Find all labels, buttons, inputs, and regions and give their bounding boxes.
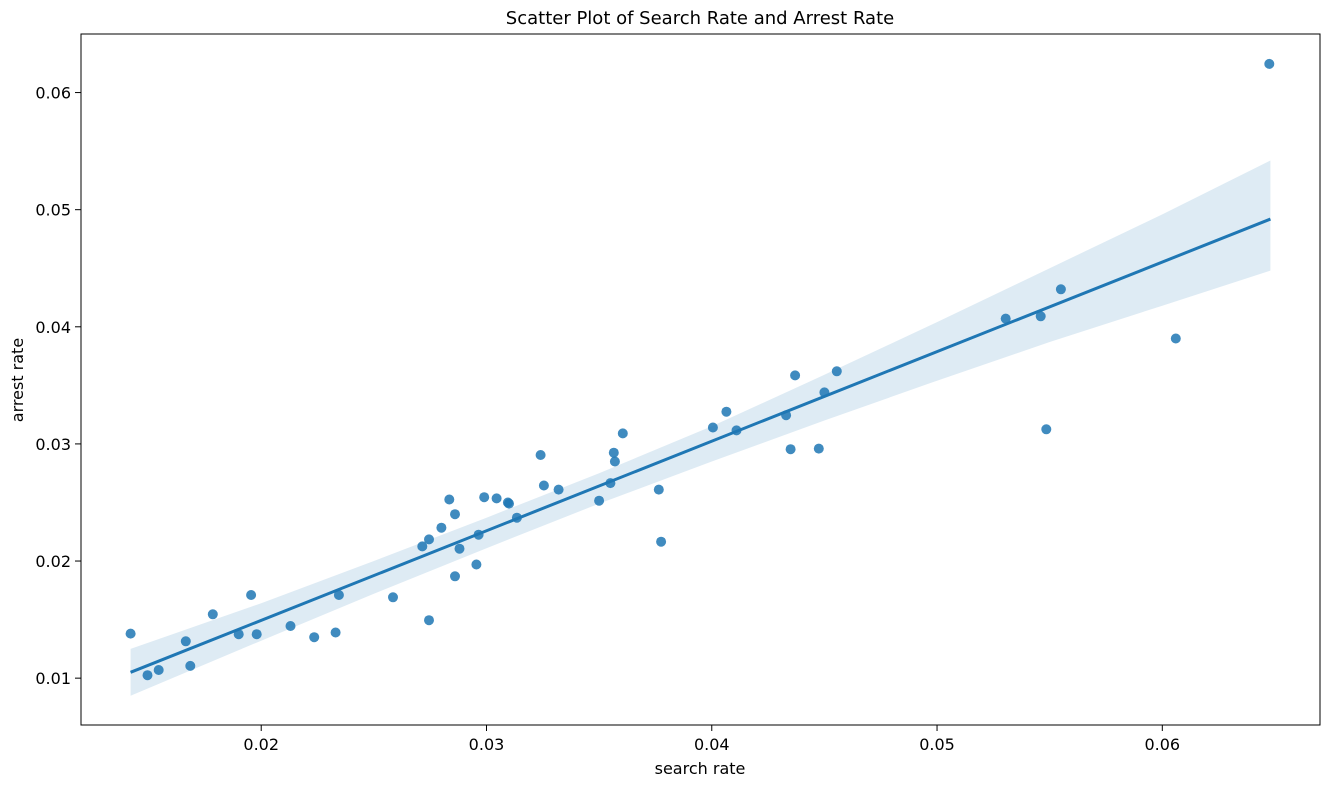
data-point-36 — [609, 456, 620, 467]
data-point-35 — [608, 447, 619, 458]
data-points — [125, 58, 1275, 681]
data-point-3 — [153, 665, 164, 675]
data-point-8 — [246, 590, 257, 600]
y-tick-label: 0.01 — [35, 669, 71, 688]
plot-area — [125, 58, 1275, 696]
data-point-38 — [653, 484, 664, 495]
chart-title: Scatter Plot of Search Rate and Arrest R… — [506, 8, 894, 29]
x-tick-label: 0.05 — [919, 735, 955, 754]
data-point-52 — [1055, 284, 1066, 295]
data-point-45 — [790, 370, 801, 381]
data-point-37 — [617, 428, 628, 439]
data-point-1 — [125, 628, 136, 639]
y-tick-label: 0.06 — [35, 84, 71, 103]
data-point-33 — [594, 495, 605, 506]
data-point-41 — [721, 406, 732, 417]
data-point-26 — [491, 493, 502, 504]
data-point-18 — [436, 522, 447, 533]
y-tick-label: 0.04 — [35, 318, 71, 337]
data-point-53 — [1170, 333, 1181, 344]
data-point-20 — [450, 509, 460, 520]
data-point-10 — [285, 621, 296, 631]
data-point-21 — [450, 571, 460, 582]
confidence-band — [130, 160, 1271, 696]
y-tick-label: 0.02 — [35, 552, 71, 571]
data-point-39 — [656, 536, 667, 547]
data-point-2 — [142, 670, 153, 681]
data-point-54 — [1264, 58, 1275, 69]
x-tick-label: 0.03 — [469, 735, 505, 754]
data-point-46 — [813, 443, 824, 454]
data-point-32 — [553, 484, 564, 495]
y-tick-label: 0.05 — [35, 201, 71, 220]
data-point-5 — [185, 660, 196, 671]
data-point-14 — [388, 592, 398, 603]
data-point-48 — [831, 366, 842, 377]
y-axis-ticks: 0.01 0.02 0.03 0.04 0.05 0.06 — [35, 84, 81, 688]
data-point-23 — [471, 559, 482, 570]
data-point-31 — [538, 480, 549, 491]
data-point-9 — [251, 629, 262, 640]
data-point-6 — [207, 609, 218, 620]
data-point-22 — [454, 543, 465, 554]
x-axis-label: search rate — [655, 759, 746, 778]
data-point-12 — [330, 627, 341, 638]
data-point-50 — [1035, 311, 1046, 322]
data-point-16 — [424, 534, 434, 545]
data-point-44 — [785, 444, 796, 455]
y-axis-label: arrest rate — [8, 338, 27, 422]
x-tick-label: 0.04 — [694, 735, 730, 754]
data-point-51 — [1041, 424, 1052, 435]
data-point-28 — [504, 498, 514, 509]
data-point-49 — [1000, 313, 1011, 324]
x-tick-label: 0.02 — [243, 735, 279, 754]
x-axis-ticks: 0.02 0.03 0.04 0.05 0.06 — [243, 725, 1180, 754]
data-point-4 — [180, 636, 191, 647]
regression-line — [130, 217, 1271, 674]
plot-frame — [80, 33, 1321, 726]
data-point-11 — [309, 632, 320, 643]
data-point-13 — [333, 590, 344, 600]
data-point-25 — [479, 492, 490, 503]
x-tick-label: 0.06 — [1144, 735, 1180, 754]
data-point-15 — [417, 541, 428, 552]
data-point-17 — [424, 615, 434, 626]
data-point-30 — [535, 450, 546, 460]
data-point-19 — [444, 494, 455, 505]
data-point-40 — [707, 422, 718, 433]
y-tick-label: 0.03 — [35, 435, 71, 454]
